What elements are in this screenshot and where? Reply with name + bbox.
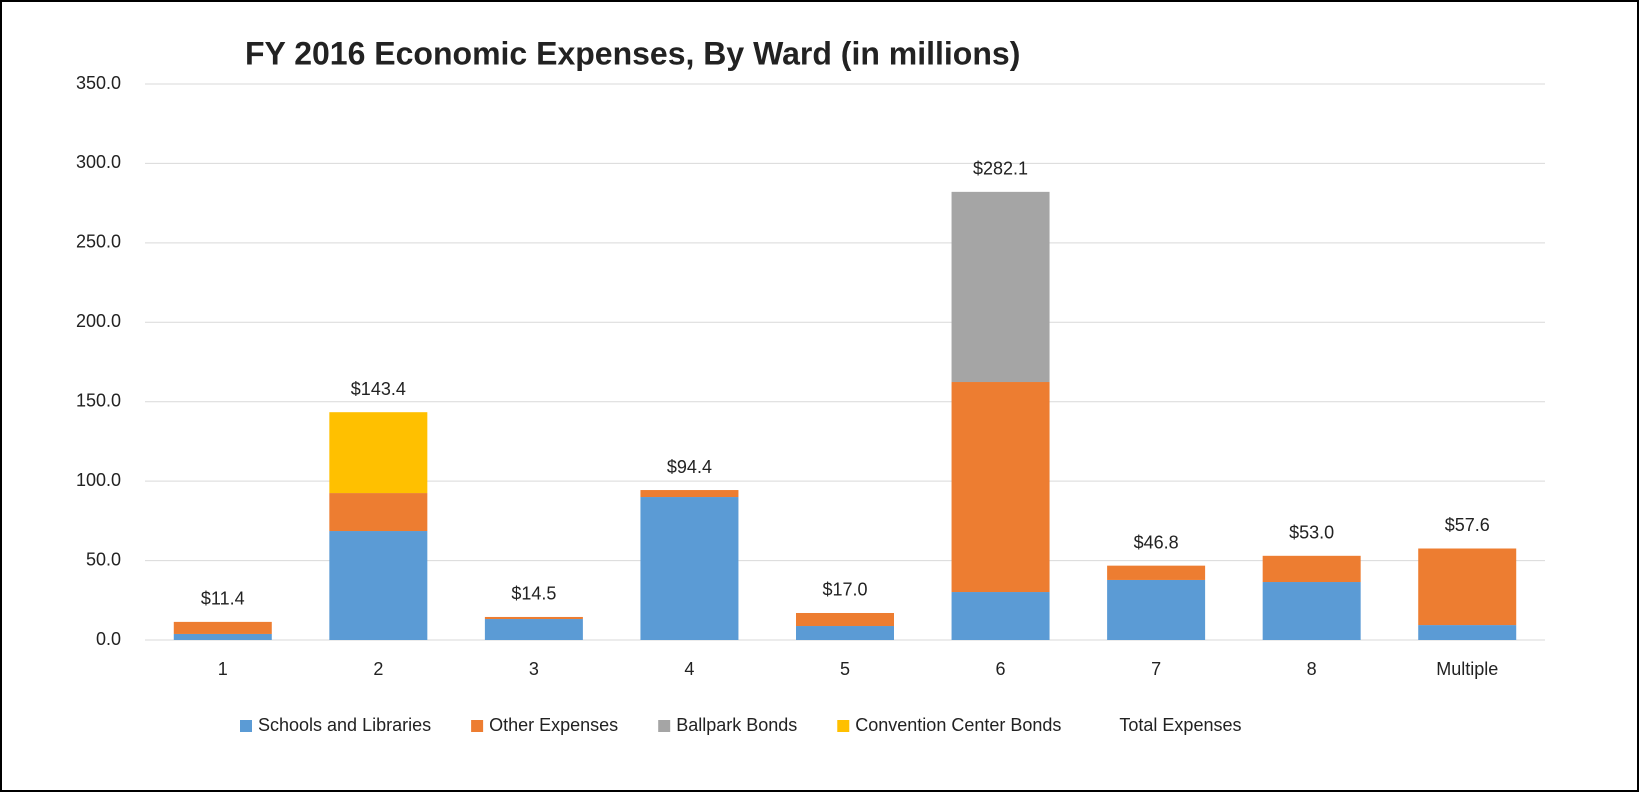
total-label: $143.4 bbox=[351, 379, 406, 399]
legend-label: Ballpark Bonds bbox=[676, 715, 797, 735]
bar-segment bbox=[1107, 579, 1206, 640]
bar-segment bbox=[951, 191, 1050, 383]
bar-segment bbox=[329, 412, 428, 494]
bar-segment bbox=[796, 612, 894, 627]
y-tick-label: 50.0 bbox=[86, 549, 121, 569]
total-label: $14.5 bbox=[511, 584, 556, 604]
total-label: $46.8 bbox=[1134, 532, 1179, 552]
legend-swatch bbox=[240, 720, 252, 732]
x-tick-label: 8 bbox=[1307, 659, 1317, 679]
y-tick-label: 250.0 bbox=[76, 232, 121, 252]
bar-segment bbox=[173, 633, 272, 640]
bar-segment bbox=[951, 592, 1050, 640]
y-tick-label: 100.0 bbox=[76, 470, 121, 490]
bar-segment bbox=[329, 493, 428, 532]
x-tick-label: 1 bbox=[218, 659, 228, 679]
x-tick-label: 7 bbox=[1151, 659, 1161, 679]
x-tick-label: Multiple bbox=[1436, 659, 1498, 679]
total-label: $11.4 bbox=[201, 589, 245, 609]
legend-label: Convention Center Bonds bbox=[855, 715, 1061, 735]
bar-segment bbox=[1418, 548, 1517, 626]
total-label: $17.0 bbox=[822, 580, 867, 600]
bar-segment bbox=[329, 531, 428, 640]
bar-segment bbox=[796, 626, 894, 640]
total-label: $57.6 bbox=[1445, 515, 1490, 535]
x-tick-label: 4 bbox=[684, 659, 694, 679]
total-label: $282.1 bbox=[973, 159, 1028, 179]
y-tick-label: 0.0 bbox=[96, 629, 121, 649]
bar-segment bbox=[1107, 565, 1206, 580]
legend-swatch bbox=[837, 720, 850, 732]
y-tick-label: 300.0 bbox=[76, 152, 121, 172]
bar-segment bbox=[640, 497, 739, 640]
y-tick-label: 200.0 bbox=[76, 311, 121, 331]
bar-segment bbox=[640, 490, 739, 498]
bar-segment bbox=[1262, 555, 1361, 583]
x-tick-label: 6 bbox=[996, 659, 1006, 679]
y-tick-label: 350.0 bbox=[76, 73, 121, 93]
bar-segment bbox=[1418, 625, 1517, 640]
bar-segment bbox=[951, 382, 1050, 593]
x-tick-label: 3 bbox=[529, 659, 539, 679]
legend-swatch bbox=[658, 720, 671, 732]
chart-title: FY 2016 Economic Expenses, By Ward (in m… bbox=[245, 35, 1020, 71]
legend-swatch bbox=[471, 720, 484, 732]
total-label: $53.0 bbox=[1289, 523, 1334, 543]
legend-label: Schools and Libraries bbox=[258, 715, 431, 735]
total-label: $94.4 bbox=[667, 457, 712, 477]
x-tick-label: 2 bbox=[373, 659, 383, 679]
legend-label: Other Expenses bbox=[489, 715, 618, 735]
bar-segment bbox=[1262, 582, 1361, 640]
y-tick-label: 150.0 bbox=[76, 390, 121, 410]
bar-segment bbox=[484, 619, 583, 640]
x-tick-label: 5 bbox=[840, 659, 850, 679]
legend-label: Total Expenses bbox=[1119, 715, 1241, 735]
bar-segment bbox=[173, 621, 272, 634]
bar-segment bbox=[484, 616, 583, 620]
